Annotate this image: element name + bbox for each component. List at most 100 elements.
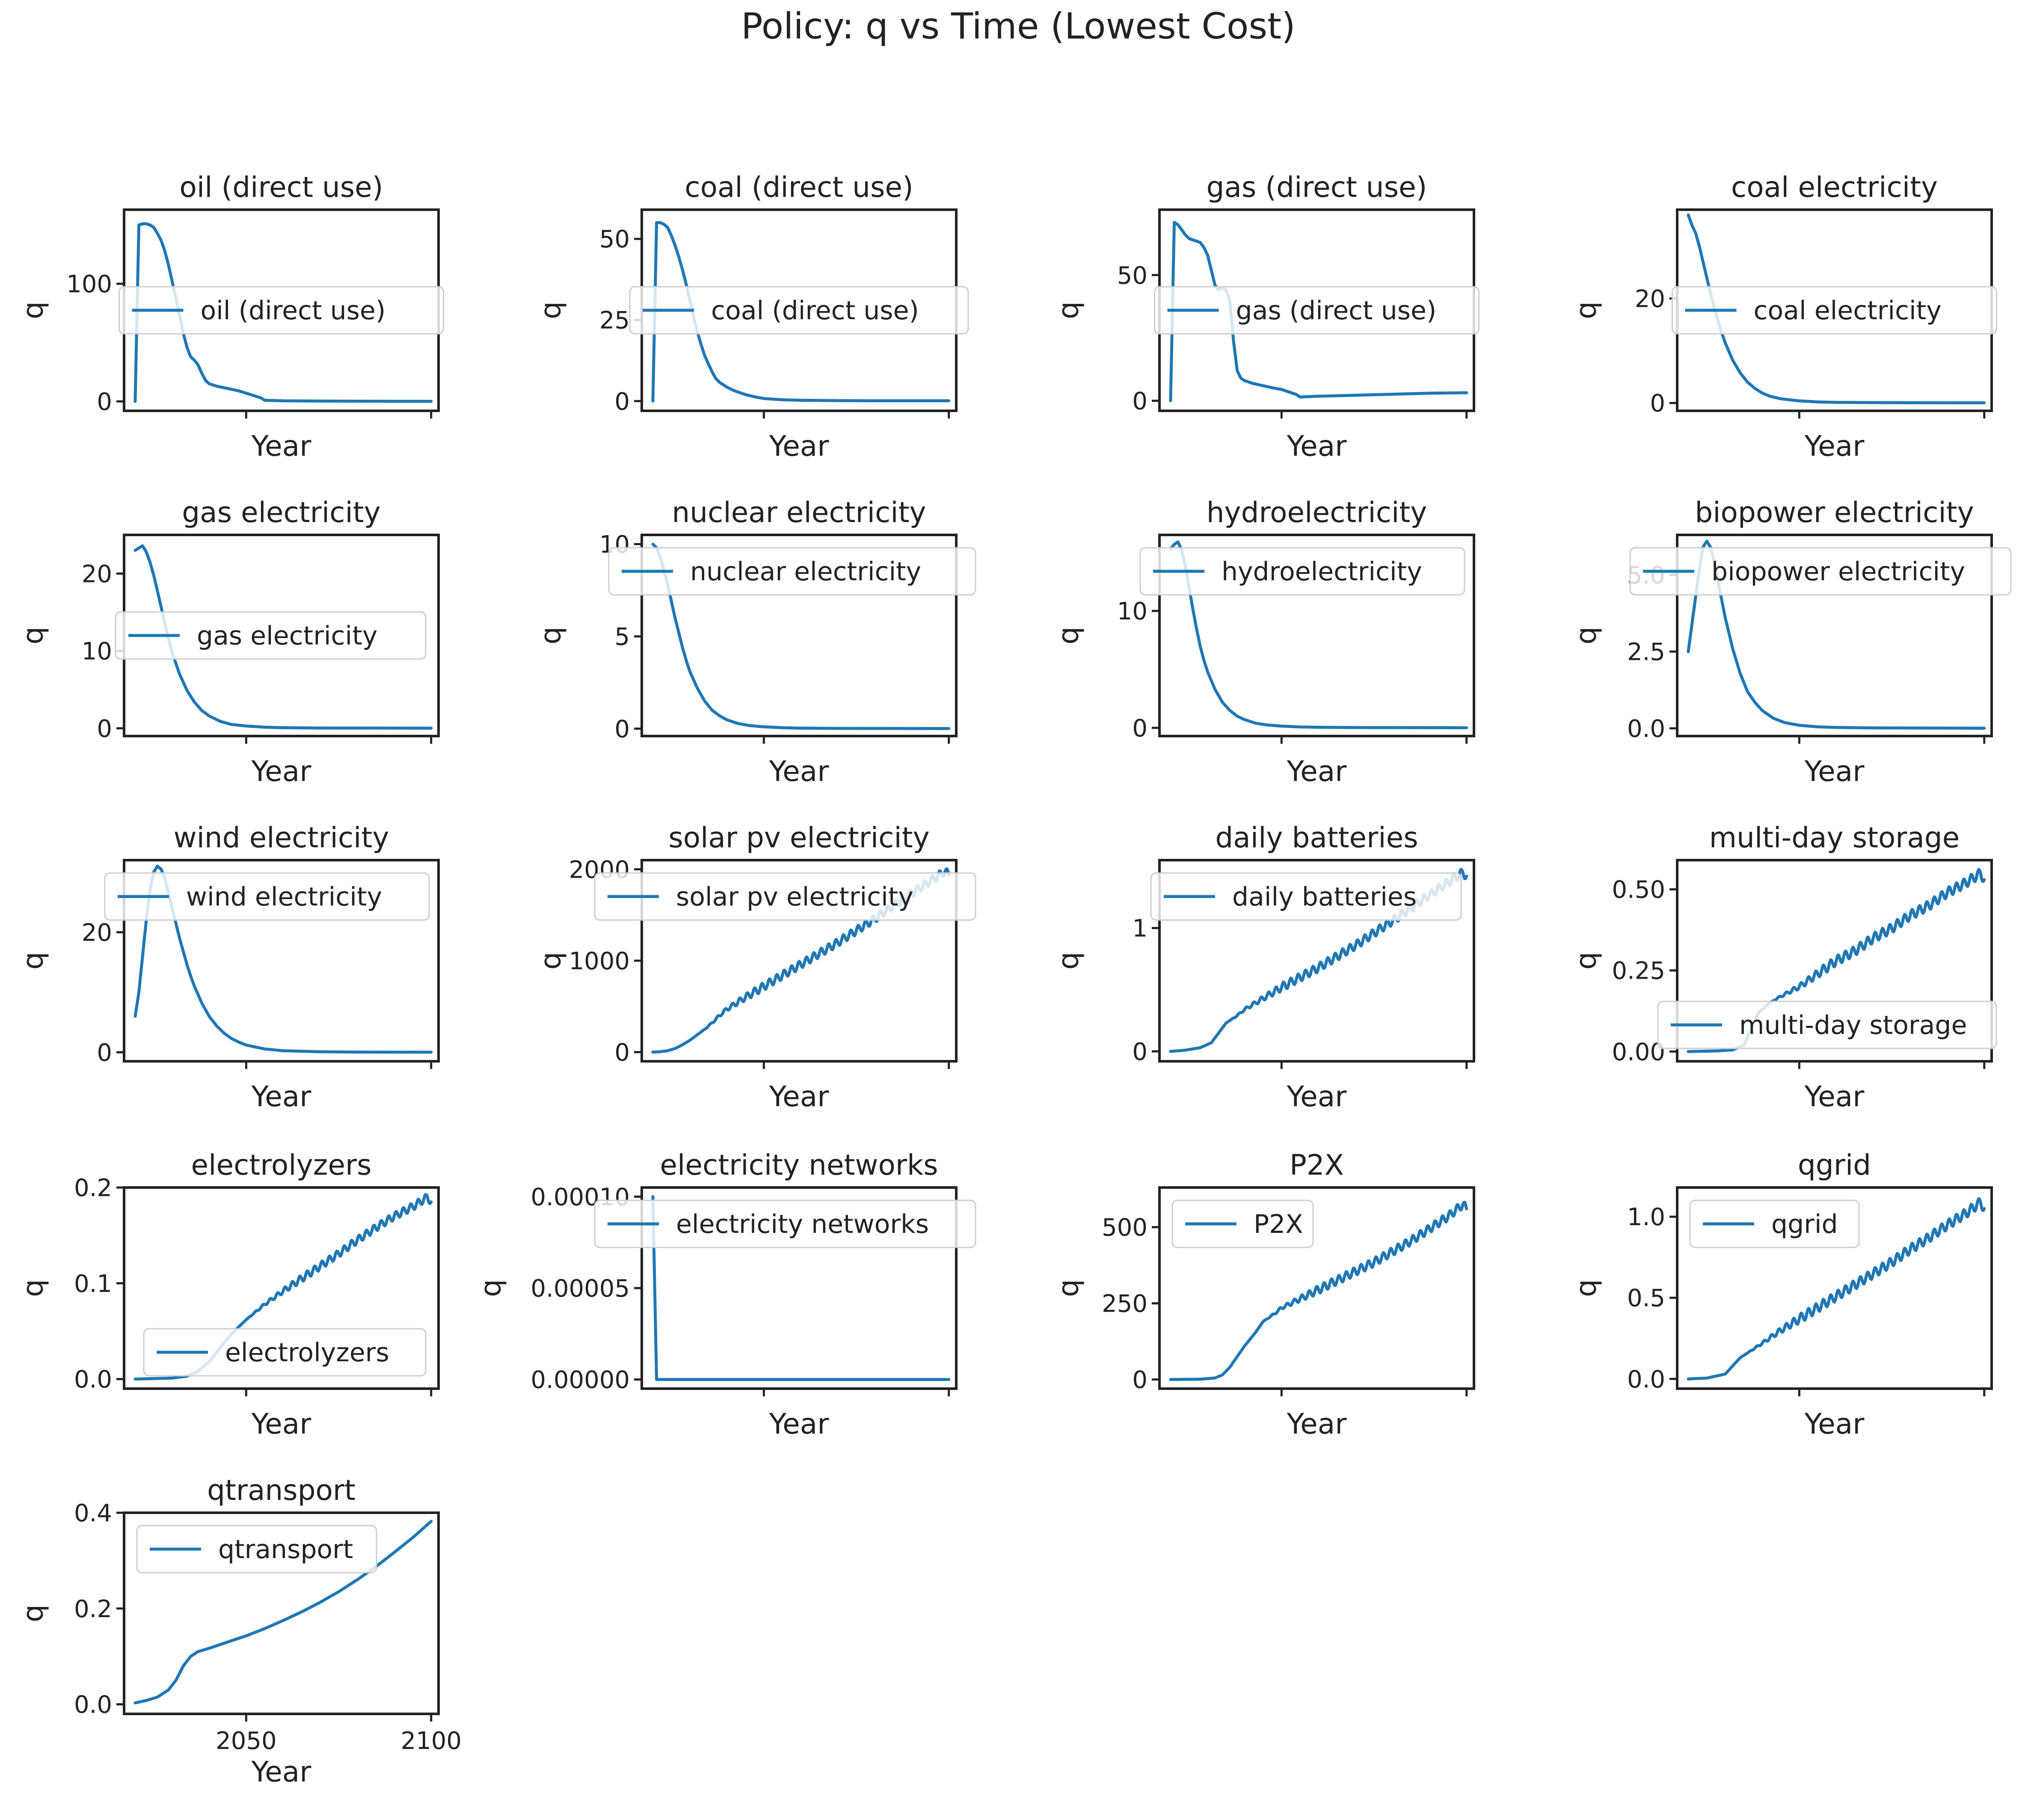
- y-axis-label: q: [1052, 952, 1085, 970]
- legend: solar pv electricity: [594, 872, 976, 921]
- y-tick-label: 0.2: [74, 1595, 112, 1623]
- legend: gas (direct use): [1154, 286, 1480, 335]
- subplot-title: gas (direct use): [1207, 171, 1427, 204]
- x-axis-label: Year: [251, 1755, 312, 1788]
- y-tick-label: 500: [1102, 1214, 1147, 1242]
- x-axis-label: Year: [1287, 1407, 1347, 1440]
- subplot-daily-batteries: daily batteries 0 1 Year q daily batteries: [1052, 821, 1475, 1113]
- y-tick-label: 0.25: [1612, 957, 1665, 985]
- subplot-multi-day-storage: multi-day storage 0.00 0.25 0.50 Year q multi-…: [1570, 821, 1997, 1113]
- y-tick-label: 0.00005: [531, 1275, 630, 1303]
- legend-box: [594, 872, 976, 921]
- y-tick-label: 5: [614, 623, 630, 651]
- legend-box: [629, 286, 969, 335]
- legend: coal electricity: [1672, 286, 1997, 335]
- legend-label: coal (direct use): [711, 296, 919, 326]
- legend-label: oil (direct use): [201, 296, 386, 326]
- plot-frame: [1676, 1186, 1993, 1390]
- subplot-title: daily batteries: [1215, 821, 1418, 854]
- y-tick-label: 0: [1650, 390, 1665, 418]
- subplot-gas-electricity: gas electricity 0 10 20 Year q gas electricity: [17, 496, 440, 788]
- legend-label: qgrid: [1771, 1209, 1838, 1239]
- y-tick-label: 0: [614, 1039, 630, 1067]
- x-axis-label: Year: [769, 1080, 830, 1113]
- y-tick-label: 0.1: [74, 1270, 112, 1298]
- y-tick-label: 0.0: [74, 1366, 112, 1394]
- subplot-title: qtransport: [207, 1474, 356, 1507]
- series-line-gas-electricity: [133, 544, 433, 730]
- series-line-oil-direct-use: [133, 222, 433, 403]
- y-tick-label: 0.0: [74, 1691, 112, 1719]
- subplot-title: biopower electricity: [1695, 496, 1974, 529]
- legend-label: hydroelectricity: [1222, 557, 1422, 587]
- legend-box: [1657, 1001, 1997, 1049]
- y-axis-label: q: [1052, 1279, 1085, 1297]
- legend-box: [143, 1328, 427, 1377]
- plot-frame: [123, 1511, 440, 1715]
- y-axis-label: q: [17, 1279, 50, 1297]
- legend: daily batteries: [1150, 872, 1462, 921]
- y-tick-label: 25: [599, 307, 630, 335]
- y-tick-label: 1: [1132, 915, 1147, 943]
- y-axis-label: q: [1052, 301, 1085, 319]
- subplot-title: oil (direct use): [179, 171, 383, 204]
- legend-box: [119, 286, 444, 335]
- legend: oil (direct use): [119, 286, 444, 335]
- y-tick-label: 0: [97, 388, 112, 416]
- subplot-title: gas electricity: [182, 496, 380, 529]
- subplot-p2x: P2X 0 250 500 Year q P2X: [1052, 1149, 1475, 1440]
- series-line-coal-direct-use: [651, 221, 951, 403]
- subplot-qgrid: qgrid 0.0 0.5 1.0 Year q qgrid: [1570, 1149, 1993, 1440]
- y-tick-label: 10: [1117, 598, 1147, 626]
- x-axis-label: Year: [769, 1407, 830, 1440]
- y-tick-label: 0.0: [1627, 715, 1665, 743]
- subplot-oil-direct-use: oil (direct use) 0 100 Year q oil (direct use…: [17, 171, 444, 463]
- y-axis-label: q: [534, 626, 567, 644]
- series-line-electricity-networks: [651, 1195, 951, 1381]
- y-tick-label: 0: [1132, 715, 1147, 742]
- subplot-electrolyzers: electrolyzers 0.0 0.1 0.2 Year q electrolyzers: [17, 1149, 440, 1440]
- x-axis-label: Year: [251, 430, 312, 463]
- subplot-solar-pv-electricity: solar pv electricity010002000Yearqsolar …: [534, 821, 976, 1113]
- plot-frame: [1158, 534, 1475, 737]
- plot-frame: [1158, 859, 1475, 1063]
- y-axis-label: q: [17, 301, 50, 319]
- x-axis-label: Year: [1804, 755, 1865, 788]
- x-axis-label: Year: [1287, 755, 1347, 788]
- legend-label: gas electricity: [197, 621, 377, 651]
- legend: gas electricity: [115, 611, 427, 660]
- legend-box: [1139, 547, 1465, 596]
- subplot-title: qgrid: [1798, 1149, 1871, 1182]
- series-line-p2x: [1169, 1201, 1468, 1381]
- subplot-title: electrolyzers: [191, 1149, 372, 1182]
- x-axis-label: Year: [1804, 1080, 1865, 1113]
- legend: coal (direct use): [629, 286, 969, 335]
- y-tick-label: 50: [599, 226, 630, 253]
- y-tick-label: 20: [82, 560, 112, 588]
- legend-box: [1171, 1199, 1314, 1248]
- legend: biopower electricity: [1629, 547, 2012, 596]
- y-tick-label: 0.2: [74, 1174, 112, 1202]
- plot-frame: [1676, 534, 1993, 737]
- y-tick-label: 1000: [569, 947, 630, 975]
- x-axis-label: Year: [1804, 430, 1865, 463]
- subplot-title: wind electricity: [174, 821, 389, 854]
- legend: electricity networks: [594, 1199, 976, 1248]
- legend-box: [1672, 286, 1997, 335]
- legend-box: [1629, 547, 2012, 596]
- legend: qgrid: [1689, 1199, 1860, 1248]
- y-tick-label: 2.5: [1627, 638, 1665, 666]
- legend-box: [115, 611, 427, 660]
- subplot-title: nuclear electricity: [672, 496, 926, 529]
- y-tick-label: 10: [82, 638, 112, 665]
- y-tick-label: 0.5: [1627, 1285, 1665, 1312]
- y-axis-label: q: [474, 1279, 507, 1297]
- x-tick-label: 2100: [400, 1727, 462, 1755]
- plot-frame: [123, 859, 440, 1063]
- y-tick-label: 0: [97, 715, 112, 743]
- y-axis-label: q: [1570, 1279, 1603, 1297]
- plot-frame: [123, 1186, 440, 1390]
- series-line-qgrid: [1687, 1197, 1986, 1381]
- legend-label: wind electricity: [186, 882, 382, 912]
